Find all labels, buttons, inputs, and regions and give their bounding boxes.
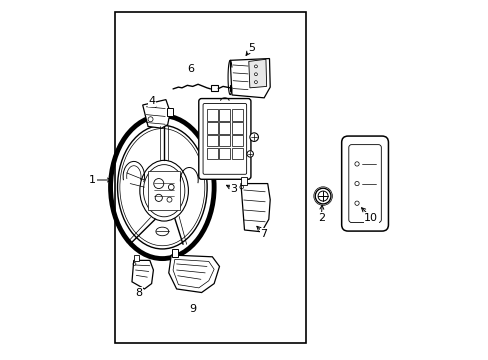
Circle shape — [254, 81, 257, 84]
Text: 6: 6 — [187, 64, 194, 74]
FancyBboxPatch shape — [341, 136, 387, 231]
Polygon shape — [142, 100, 170, 128]
Bar — [219, 109, 230, 121]
Circle shape — [153, 179, 163, 189]
Text: 2: 2 — [317, 212, 324, 222]
Bar — [206, 148, 217, 159]
Polygon shape — [230, 59, 270, 98]
Bar — [148, 171, 180, 210]
Circle shape — [254, 65, 257, 68]
Bar — [210, 85, 218, 91]
Bar — [231, 148, 242, 159]
Polygon shape — [132, 260, 153, 289]
Bar — [229, 85, 236, 91]
Bar — [219, 122, 230, 134]
Bar — [115, 12, 305, 342]
Text: 7: 7 — [260, 229, 267, 239]
Polygon shape — [241, 184, 270, 232]
Bar — [206, 135, 217, 147]
Circle shape — [155, 194, 162, 202]
Bar — [171, 249, 178, 257]
Text: 3: 3 — [230, 184, 237, 194]
Circle shape — [148, 117, 153, 122]
Circle shape — [246, 151, 253, 157]
Polygon shape — [248, 59, 266, 88]
FancyBboxPatch shape — [198, 99, 250, 179]
Circle shape — [354, 181, 358, 186]
Circle shape — [249, 133, 258, 141]
Polygon shape — [168, 255, 219, 293]
Text: 5: 5 — [247, 43, 255, 53]
Circle shape — [315, 188, 330, 204]
Ellipse shape — [156, 227, 168, 236]
Text: 1: 1 — [89, 175, 96, 185]
Bar — [219, 135, 230, 147]
Bar — [219, 148, 230, 159]
Bar — [206, 109, 217, 121]
Bar — [206, 122, 217, 134]
Text: 8: 8 — [135, 288, 142, 297]
Circle shape — [166, 197, 172, 202]
Circle shape — [168, 184, 174, 190]
Ellipse shape — [140, 160, 188, 221]
Bar — [231, 122, 242, 134]
Text: 4: 4 — [148, 96, 155, 107]
Circle shape — [317, 191, 327, 201]
Circle shape — [354, 162, 358, 166]
Circle shape — [254, 73, 257, 76]
Bar — [241, 177, 246, 185]
Bar — [166, 108, 173, 116]
Circle shape — [354, 201, 358, 205]
Text: 10: 10 — [364, 212, 378, 222]
Bar — [231, 135, 242, 147]
Text: 9: 9 — [189, 303, 196, 314]
Bar — [134, 255, 139, 261]
Bar — [231, 109, 242, 121]
